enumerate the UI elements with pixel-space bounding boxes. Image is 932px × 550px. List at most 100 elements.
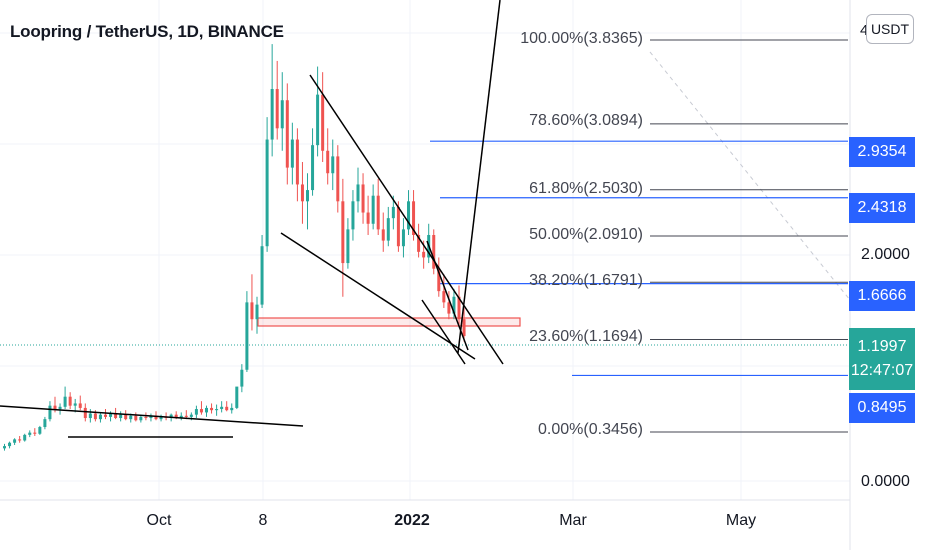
candle — [230, 403, 234, 414]
candle — [295, 128, 299, 202]
candle — [346, 218, 350, 269]
candle — [442, 274, 446, 308]
candle — [3, 443, 6, 451]
time-label-oct: Oct — [146, 512, 172, 529]
candle — [119, 411, 123, 422]
candle — [326, 128, 330, 185]
time-label-mar: Mar — [559, 512, 587, 529]
candle — [356, 167, 360, 213]
price-tag-level-1[interactable]: 2.9354 — [849, 137, 915, 167]
bar-countdown: 12:47:07 — [850, 362, 914, 379]
breakout-projection-line[interactable] — [457, 0, 501, 354]
chart-title: Loopring / TetherUS, 1D, BINANCE — [10, 22, 284, 41]
fib-label-786: 78.60%(3.0894) — [529, 112, 643, 129]
price-tag-level-4[interactable]: 0.8495 — [849, 393, 915, 423]
candle — [83, 403, 87, 422]
price-tick-2: 2.0000 — [861, 246, 910, 263]
candle — [48, 401, 52, 422]
candle — [179, 412, 183, 421]
candle — [199, 401, 203, 415]
candle — [381, 212, 385, 252]
candle — [401, 218, 405, 258]
candle — [462, 307, 466, 342]
candle — [210, 403, 214, 414]
candle — [341, 178, 345, 297]
candle — [285, 83, 289, 185]
candle — [290, 122, 294, 185]
candle — [38, 425, 42, 435]
candle — [159, 414, 163, 422]
time-label-may: May — [725, 512, 757, 529]
candle — [306, 173, 309, 230]
candle — [336, 145, 340, 213]
candle — [33, 428, 37, 436]
fib-label-618: 61.80%(2.5030) — [529, 180, 643, 197]
candle — [331, 139, 335, 191]
candle — [432, 229, 436, 275]
small-wedge-lower-line[interactable] — [421, 299, 466, 365]
candle — [220, 401, 224, 413]
candle — [396, 201, 400, 252]
candle — [265, 117, 269, 252]
trend-lines[interactable] — [0, 0, 504, 438]
fib-label-236: 23.60%(1.1694) — [529, 328, 643, 345]
candle — [457, 285, 461, 325]
candle — [255, 296, 259, 334]
candle — [275, 60, 279, 140]
candle — [300, 162, 304, 224]
candle — [225, 401, 229, 412]
candle — [23, 433, 27, 442]
candle — [447, 291, 451, 320]
candle — [88, 409, 92, 423]
candle — [321, 72, 325, 163]
price-tag-level-2[interactable]: 2.4318 — [849, 193, 915, 223]
base-trend-line[interactable] — [0, 405, 304, 427]
candle — [361, 173, 365, 224]
candle — [280, 72, 284, 151]
candle — [78, 395, 82, 411]
candle — [311, 128, 315, 196]
currency-button[interactable]: USDT — [866, 14, 914, 44]
grid — [0, 0, 850, 500]
candle — [407, 190, 410, 235]
wedge-lower-line[interactable] — [280, 232, 476, 360]
candle — [215, 404, 219, 416]
candle — [43, 416, 47, 430]
price-tag-level-3[interactable]: 1.6666 — [849, 281, 915, 311]
candle — [235, 386, 239, 410]
candle — [371, 184, 375, 230]
candle — [13, 438, 17, 445]
candle — [386, 206, 390, 247]
candle — [316, 66, 320, 157]
candle — [260, 234, 264, 308]
candle — [437, 257, 441, 297]
candle — [366, 195, 370, 235]
candle — [73, 398, 77, 413]
time-label-2022: 2022 — [394, 512, 430, 529]
candle — [58, 403, 62, 415]
candle — [391, 195, 395, 230]
last-price-value: 1.1997 — [857, 338, 907, 355]
candle — [376, 178, 380, 235]
support-zone[interactable] — [257, 317, 521, 327]
fib-label-100: 100.00%(3.8365) — [520, 30, 643, 47]
last-price-tag[interactable]: 1.1997 12:47:07 — [849, 328, 915, 390]
dashed-projection — [649, 51, 851, 301]
time-label-8: 8 — [258, 512, 268, 529]
candle — [245, 291, 249, 372]
candle — [240, 364, 244, 393]
horizontal-levels — [430, 140, 848, 377]
price-tick-0: 0.0000 — [861, 473, 910, 490]
candle — [351, 190, 355, 241]
fib-label-382: 38.20%(1.6791) — [529, 272, 643, 289]
candle — [28, 430, 32, 438]
candle — [104, 409, 107, 420]
price-tick-top: 4 — [860, 22, 869, 39]
candle — [18, 435, 22, 443]
candle — [8, 441, 12, 449]
candle — [68, 392, 72, 410]
fib-lines — [650, 39, 848, 433]
candle — [63, 386, 67, 410]
wedge-upper-line[interactable] — [309, 74, 504, 365]
